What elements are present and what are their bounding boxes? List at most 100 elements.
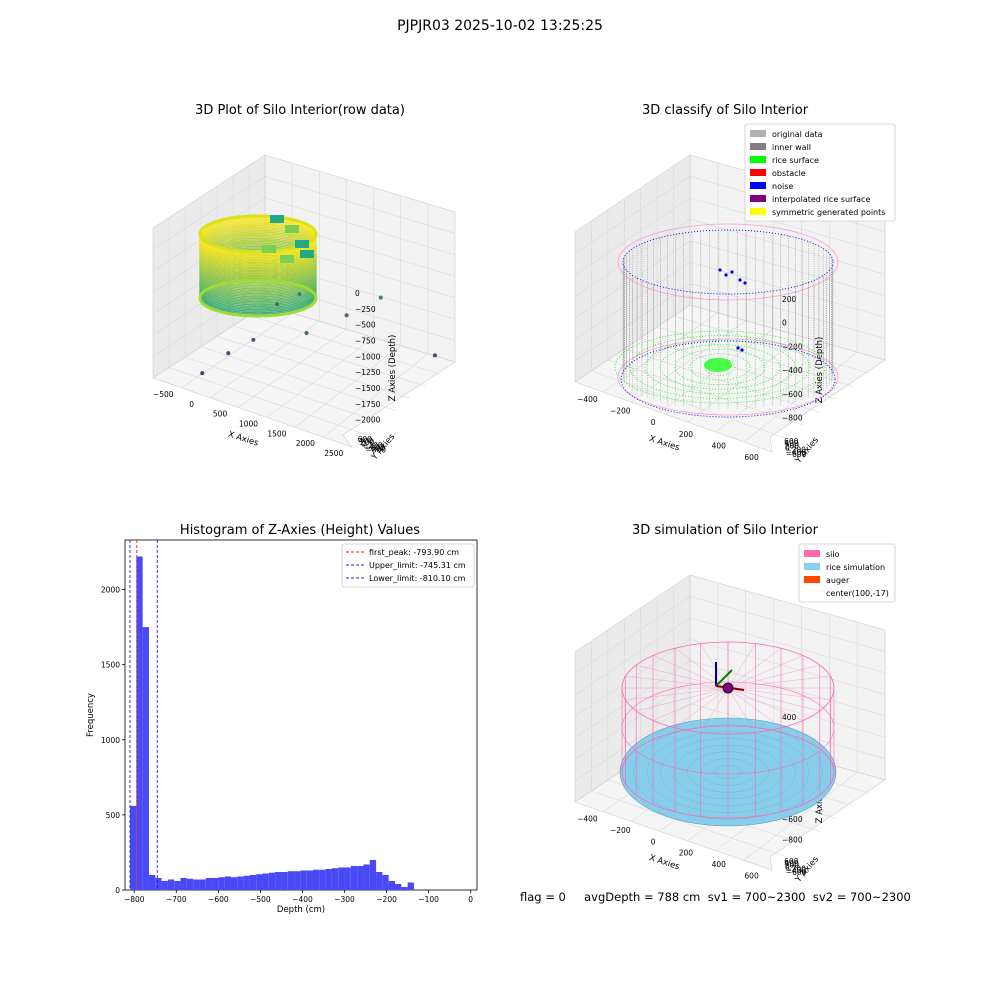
panel1-z-tick-label: −750: [355, 336, 376, 345]
panel4-left-gridline: [574, 596, 691, 674]
histogram-bar: [369, 859, 377, 890]
histogram-bar: [312, 869, 320, 890]
panel1-surface-patch: [270, 215, 284, 223]
panel2-left-gridline: [574, 197, 691, 276]
panel3-title: Histogram of Z-Axies (Height) Values: [179, 523, 421, 538]
panel2-y-tick-label: 600: [784, 437, 799, 446]
panel1-floor-gridline: [209, 321, 320, 398]
panel1-outlier-point: [344, 313, 349, 318]
panel4-axis-y-arrow: [715, 669, 733, 687]
panel1-floor-gridline: [216, 336, 411, 399]
panel2-legend-swatch: [750, 195, 766, 202]
panel2-y-tick-label: −600: [786, 450, 807, 459]
panel2-noise-point: [740, 348, 744, 352]
panel2-rice-surface-ring: [614, 330, 826, 404]
panel2-back-gridline: [689, 240, 886, 297]
panel4-x-tick-label: −400: [577, 815, 598, 824]
panel4-left-gridline: [574, 703, 691, 781]
panel1-z-tick-label: −1000: [355, 352, 381, 361]
panel2-rice-surface-ring: [644, 339, 796, 395]
histogram-bar: [262, 873, 269, 890]
panel2-legend-swatch: [750, 130, 766, 137]
panel2-rice-surface-ring: [674, 348, 766, 386]
panel1-x-tick-label: 1000: [239, 420, 258, 429]
histogram-bar: [338, 867, 345, 890]
panel2-title: 3D classify of Silo Interior: [641, 103, 809, 118]
panel1-z-tick-label: −250: [355, 305, 376, 314]
panel1-y-tick-label: −200: [362, 441, 383, 450]
panel1-z-axis-label: Z Axies (Depth): [388, 335, 398, 402]
panel2-legend-label: interpolated rice surface: [772, 195, 870, 204]
histogram-y-tick-label: 500: [106, 811, 121, 820]
panel2-floor-gridline: [631, 320, 746, 403]
panel2-noise-point: [718, 268, 722, 272]
panel4-y-tick-label: 0: [785, 863, 790, 872]
panel2-y-tick-label: −400: [786, 448, 807, 457]
panel2-rice-surface-ring: [629, 335, 811, 399]
panel4-floor-gridline: [591, 790, 789, 858]
panel2-legend-label: obstacle: [772, 169, 806, 178]
panel1-floor-gridline: [266, 337, 374, 418]
panel1-x-tick-label: 500: [213, 410, 228, 419]
panel1-outlier-point: [200, 371, 205, 376]
panel2-legend-swatch: [750, 156, 766, 163]
panel4-silo-roof-line: [727, 687, 782, 728]
panel1-y-tick-label: −600: [364, 444, 385, 453]
panel4-floor-gridline: [743, 771, 858, 861]
histogram-bar: [130, 805, 137, 890]
histogram-y-tick-label: 2000: [101, 586, 120, 595]
panel1-back-gridline: [264, 283, 456, 341]
histogram-y-axis-label: Frequency: [86, 693, 96, 737]
panel1-floor-gridline: [181, 312, 293, 389]
histogram-bar: [205, 877, 213, 890]
panel4-silo-roof-line: [674, 648, 729, 689]
panel1-x-axis-label: X Axies: [227, 430, 260, 449]
histogram-bar: [180, 877, 187, 890]
histogram-bar: [306, 870, 313, 890]
panel4-silo-roof-line: [625, 675, 729, 689]
histogram-plot-area: [124, 539, 478, 891]
histogram-bar: [344, 867, 351, 890]
panel4-silo-roof-line: [727, 687, 756, 733]
histogram-bar: [268, 872, 276, 890]
panel1-x-tick-label: −500: [153, 390, 174, 399]
histogram-bar: [199, 879, 206, 890]
panel2-rice-surface-ring: [704, 358, 736, 376]
histogram-bar: [256, 874, 263, 890]
panel2-legend-box: [744, 123, 896, 222]
panel2-floor-gridline: [607, 359, 805, 426]
panel4-silo-roof-line: [727, 648, 782, 689]
panel4-x-tick-label: 0: [651, 837, 656, 846]
histogram-bar: [174, 880, 181, 890]
panel2-z-axis-label: Z Axies (Depth): [815, 337, 825, 404]
panel4-silo-roof-line: [674, 687, 729, 728]
panel2-legend-label: original data: [772, 130, 823, 139]
histogram-bar: [224, 876, 231, 890]
panel4-legend-swatch: [804, 550, 820, 557]
histogram-bar: [376, 871, 383, 890]
histogram-bar: [275, 871, 282, 890]
panel2-back-gridline: [689, 283, 886, 339]
histogram-x-tick-label: −800: [124, 895, 145, 904]
panel1-z-tick-label: 0: [355, 289, 360, 298]
panel1-floor-gridline: [323, 353, 429, 438]
panel4-left-gridline: [574, 639, 691, 717]
panel2-legend-label: symmetric generated points: [772, 208, 885, 217]
panel4-z-tick-label: −600: [782, 815, 803, 824]
histogram-bar: [230, 877, 238, 890]
panel2-legend-swatch: [750, 208, 766, 215]
histogram-bar: [237, 876, 244, 890]
panel1-outlier-point: [304, 331, 309, 336]
histogram-bar: [281, 871, 288, 890]
histogram-x-tick-label: −700: [166, 895, 187, 904]
panel4-title: 3D simulation of Silo Interior: [632, 523, 818, 538]
panel1-y-tick-label: 400: [359, 436, 374, 445]
panel2-y-tick-label: 200: [785, 441, 800, 450]
figure-title: PJPJR03 2025-10-02 13:25:25: [397, 18, 603, 34]
panel1-outlier-point: [297, 292, 302, 297]
panel1-outlier-point: [251, 337, 256, 342]
histogram-legend-box: [341, 543, 475, 588]
histogram-x-tick-label: −400: [292, 895, 313, 904]
panel2-legend-swatch: [750, 143, 766, 150]
